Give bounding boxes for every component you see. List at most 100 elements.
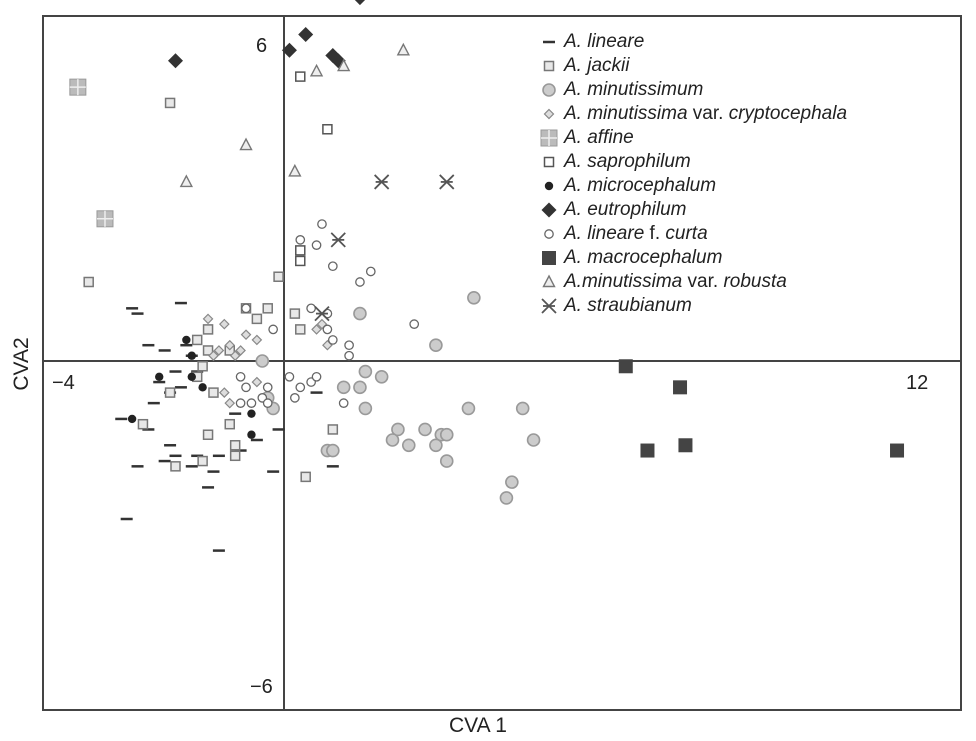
- legend-marker-lineare: [543, 40, 555, 44]
- minutissimum-point: [429, 338, 443, 353]
- legend-marker-jackii: [543, 60, 555, 72]
- lineare_curta-point: [241, 303, 251, 314]
- legend-label-part: f.: [644, 223, 666, 244]
- legend-label-part: A. minutissimum: [564, 79, 704, 100]
- jackii-point: [273, 271, 284, 282]
- legend-label-part: A. minutissima: [564, 103, 688, 124]
- lineare_curta-point: [311, 371, 322, 382]
- lineare_curta-point: [317, 219, 327, 229]
- lineare_curta-point: [355, 277, 365, 287]
- minutissima_robusta-point: [288, 163, 302, 177]
- lineare_curta-point: [365, 266, 376, 277]
- minutissima_crypto-point: [229, 350, 241, 362]
- legend-label-part: var.: [682, 271, 724, 292]
- lineare_curta-point: [327, 335, 338, 345]
- straubianum-point: [330, 232, 346, 248]
- lineare_curta-point: [295, 382, 306, 393]
- legend-label-part: A. affine: [564, 127, 634, 148]
- minutissimum-point: [391, 422, 405, 437]
- lineare_curta-point: [241, 382, 251, 393]
- microcephalum-point: [247, 430, 256, 439]
- microcephalum-point: [247, 409, 256, 418]
- minutissima_crypto-point: [202, 313, 214, 325]
- lineare_curta-point: [262, 398, 273, 408]
- legend-label-part: A. microcephalum: [564, 175, 717, 196]
- eutrophilum-point: [281, 42, 297, 58]
- straubianum-point: [314, 305, 330, 322]
- legend-item-eutrophilum: A. eutrophilum: [538, 198, 847, 222]
- legend-label-part: A. lineare: [564, 223, 645, 244]
- legend-label-part: robusta: [723, 271, 787, 292]
- saprophilum-point: [322, 124, 333, 135]
- legend-label-part: cryptocephala: [728, 103, 848, 124]
- microcephalum-point: [127, 414, 137, 424]
- x-tick-max: 12: [906, 372, 929, 394]
- eutrophilum-point: [354, 0, 366, 6]
- legend-label-part: A. eutrophilum: [564, 199, 687, 220]
- jackii-point: [202, 345, 214, 356]
- affine-point: [96, 210, 114, 228]
- minutissimum-point: [358, 401, 373, 416]
- macrocephalum-point: [618, 359, 633, 374]
- macrocephalum-point: [640, 443, 655, 458]
- legend-label-macrocephalum: A. macrocephalum: [564, 246, 722, 270]
- saprophilum-point: [295, 71, 306, 82]
- lineare_curta-point: [262, 382, 273, 393]
- legend-label-straubianum: A. straubianum: [564, 294, 692, 318]
- legend-marker-microcephalum: [544, 181, 554, 191]
- jackii-point: [164, 97, 176, 109]
- lineare_curta-point: [284, 371, 295, 382]
- lineare_curta-point: [338, 398, 349, 408]
- minutissimum-point: [499, 491, 514, 505]
- legend-marker-affine: [540, 129, 558, 147]
- legend-marker-minutissima_crypto: [543, 108, 555, 120]
- jackii-point: [202, 324, 214, 335]
- minutissima_robusta-point: [179, 174, 194, 188]
- minutissimum-point: [515, 401, 530, 416]
- minutissima_crypto-point: [208, 350, 219, 362]
- saprophilum-point: [295, 245, 306, 256]
- eutrophilum-point: [168, 53, 183, 69]
- eutrophilum-point: [298, 26, 314, 42]
- jackii-point: [164, 387, 176, 398]
- minutissimum-point: [418, 422, 432, 437]
- minutissimum-point: [401, 438, 416, 453]
- lineare_curta-point: [344, 350, 354, 361]
- jackii-point: [191, 334, 203, 346]
- data-points: [69, 0, 905, 552]
- lineare_curta-point: [327, 261, 338, 272]
- minutissima_crypto-point: [251, 334, 263, 346]
- jackii-point: [197, 455, 208, 467]
- minutissimum-point: [326, 443, 340, 458]
- minutissima_crypto-point: [311, 324, 322, 335]
- lineare_curta-point: [409, 319, 420, 329]
- minutissimum-point: [374, 369, 389, 384]
- minutissimum-point: [353, 306, 367, 321]
- plot-frame: [42, 15, 962, 711]
- macrocephalum-point: [673, 380, 688, 395]
- legend-label-minutissimum: A. minutissimum: [564, 78, 703, 102]
- legend-marker-minutissima_robusta: [542, 274, 556, 288]
- minutissimum-point: [526, 433, 541, 447]
- legend-item-macrocephalum: A. macrocephalum: [538, 246, 847, 270]
- legend-item-lineare_curta: A. lineare f. curta: [538, 222, 847, 246]
- legend-label-jackii: A. jackii: [564, 54, 629, 78]
- jackii-point: [229, 440, 241, 451]
- legend-item-microcephalum: A. microcephalum: [538, 174, 847, 198]
- microcephalum-point: [182, 335, 191, 345]
- microcephalum-point: [187, 351, 196, 360]
- legend-label-microcephalum: A. microcephalum: [564, 174, 716, 198]
- x-axis-label: CVA 1: [449, 714, 507, 737]
- legend-label-part: A. lineare: [564, 31, 645, 52]
- legend-marker-eutrophilum: [541, 202, 557, 218]
- minutissima_robusta-point: [239, 137, 253, 151]
- minutissima_crypto-point: [235, 345, 246, 356]
- jackii-point: [137, 418, 149, 430]
- legend: A. lineare A. jackii A. minutissimum A. min…: [538, 30, 847, 318]
- jackii-point: [300, 471, 311, 483]
- jackii-point: [202, 429, 214, 440]
- minutissimum-point: [439, 454, 454, 468]
- affine-point: [69, 78, 87, 96]
- minutissima_robusta-point: [396, 42, 411, 56]
- minutissima_crypto-point: [213, 345, 225, 356]
